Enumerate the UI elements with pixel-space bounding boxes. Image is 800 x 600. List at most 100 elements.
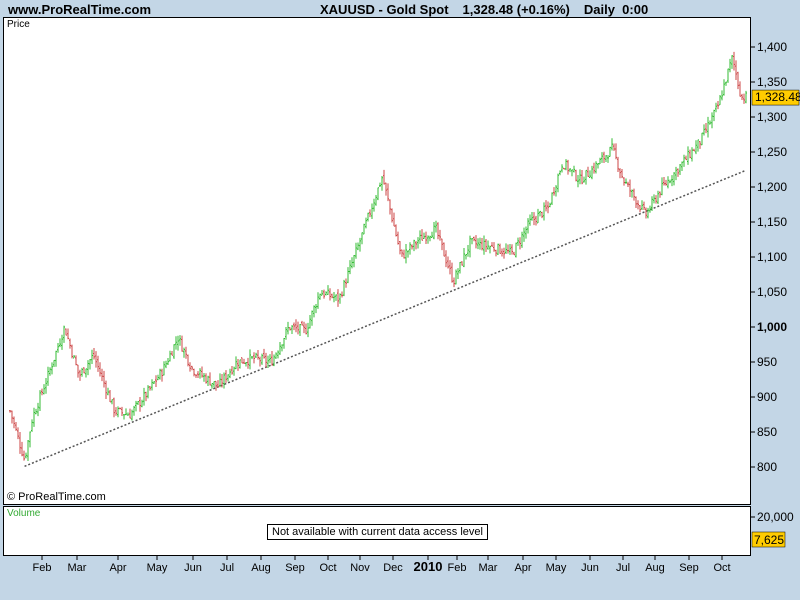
ohlc-bar (137, 401, 139, 405)
ohlc-bar (609, 146, 611, 158)
ohlc-bar (447, 256, 449, 269)
ohlc-bar (597, 163, 599, 169)
ohlc-bar (581, 170, 583, 185)
ohlc-bar (29, 431, 31, 448)
x-tick-label: Apr (109, 562, 126, 574)
ohlc-bar (417, 237, 419, 249)
ohlc-bar (281, 344, 283, 352)
symbol-name: XAUUSD - Gold Spot (320, 2, 449, 17)
ohlc-bar (247, 357, 249, 369)
ohlc-bar (511, 244, 513, 255)
ohlc-bar (483, 235, 485, 255)
ohlc-bar (223, 372, 225, 389)
ohlc-bar (217, 380, 219, 388)
ohlc-bar (525, 226, 527, 239)
ohlc-bar (221, 373, 223, 388)
ohlc-bar (567, 159, 569, 175)
ohlc-bar (453, 277, 455, 288)
y-tick-label: 1,300 (757, 110, 787, 124)
ohlc-bar (637, 200, 639, 210)
ohlc-bar (673, 172, 675, 186)
ohlc-bar (57, 343, 59, 353)
ohlc-bar (265, 352, 267, 368)
instrument-title: XAUUSD - Gold Spot 1,328.48 (+0.16%) Daily… (320, 2, 662, 17)
ohlc-bar (135, 400, 137, 412)
ohlc-bar (355, 242, 357, 259)
ohlc-bar (653, 194, 655, 204)
ohlc-bar (691, 147, 693, 162)
ohlc-bar (475, 235, 477, 249)
ohlc-bar (123, 414, 125, 420)
quote-value: 1,328.48 (+0.16%) (462, 2, 570, 17)
ohlc-bar (207, 375, 209, 386)
ohlc-bar (77, 364, 79, 378)
ohlc-bar (95, 351, 97, 368)
ohlc-bar (31, 419, 33, 432)
x-tick-label: Jun (581, 562, 599, 574)
ohlc-bar (587, 166, 589, 177)
ohlc-bar (465, 254, 467, 260)
ohlc-bar (709, 120, 711, 125)
ohlc-bar (49, 367, 51, 376)
ohlc-bar (213, 381, 215, 388)
ohlc-bar (407, 250, 409, 258)
x-tick-label: Dec (383, 562, 403, 574)
ohlc-bar (101, 368, 103, 382)
ohlc-bar (75, 355, 77, 366)
ohlc-bar (727, 68, 729, 83)
ohlc-bar (711, 112, 713, 129)
ohlc-bar (109, 389, 111, 403)
price-pane[interactable]: Price © ProRealTime.com (3, 17, 751, 505)
ohlc-bar (361, 232, 363, 245)
ohlc-bar (67, 328, 69, 340)
volume-last-tag (751, 531, 786, 548)
ohlc-bar (615, 143, 617, 160)
ohlc-bar (401, 249, 403, 257)
y-tick-label: 1,050 (757, 285, 787, 299)
ohlc-bar (531, 211, 533, 221)
ohlc-bar (37, 402, 39, 417)
ohlc-bar (645, 207, 647, 219)
site-name: www.ProRealTime.com (8, 2, 152, 17)
last-price-label: 1,328.48 (755, 90, 800, 104)
ohlc-bar (489, 245, 491, 254)
y-tick-label: 900 (757, 390, 777, 404)
ohlc-bar (553, 187, 555, 196)
ohlc-bar (457, 268, 459, 279)
y-tick-label: 1,400 (757, 40, 787, 54)
ohlc-bar (313, 305, 315, 318)
ohlc-bar (311, 310, 313, 326)
ohlc-bar (307, 322, 309, 338)
ohlc-bar (413, 239, 415, 252)
ohlc-bar (503, 247, 505, 259)
ohlc-bar (47, 366, 49, 386)
ohlc-bar (239, 359, 241, 369)
ohlc-bar (629, 179, 631, 198)
ohlc-bar (477, 238, 479, 250)
ohlc-bar (327, 285, 329, 295)
ohlc-bar (193, 368, 195, 377)
ohlc-bar (443, 242, 445, 257)
ohlc-bar (85, 368, 87, 378)
ohlc-bar (399, 241, 401, 255)
ohlc-bar (103, 370, 105, 388)
ohlc-bar (19, 432, 21, 454)
ohlc-bar (237, 359, 239, 371)
x-tick-label: Oct (319, 562, 336, 574)
timeframe: Daily 0:00 (583, 2, 649, 17)
ohlc-bar (713, 109, 715, 122)
ohlc-bar (635, 196, 637, 209)
ohlc-bar (163, 361, 165, 376)
ohlc-bar (619, 168, 621, 179)
ohlc-bar (533, 212, 535, 226)
price-chart[interactable] (4, 18, 750, 504)
ohlc-bar (27, 439, 29, 462)
ohlc-bar (251, 356, 253, 360)
ohlc-bar (295, 319, 297, 333)
ohlc-bar (441, 238, 443, 251)
ohlc-bar (515, 242, 517, 258)
ohlc-bar (551, 192, 553, 205)
volume-pane[interactable]: Volume Not available with current data a… (3, 506, 751, 556)
ohlc-bar (171, 351, 173, 356)
